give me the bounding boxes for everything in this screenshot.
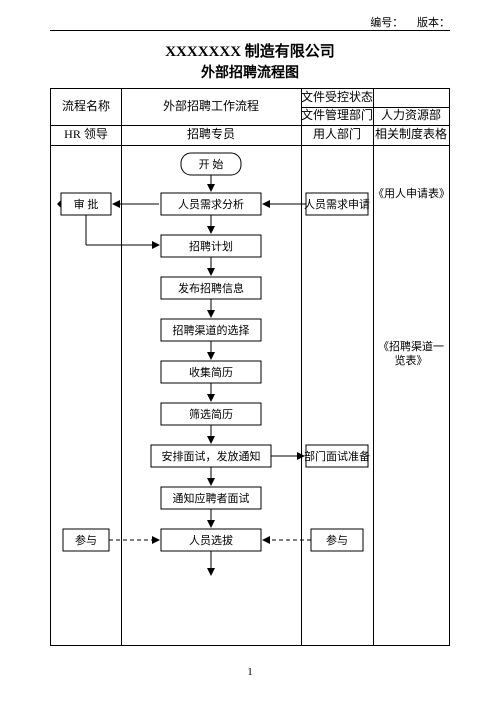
svg-text:参与: 参与 [75,533,97,547]
svg-text:开 始: 开 始 [199,157,224,171]
process-table: 流程名称 外部招聘工作流程 文件受控状态 文件管理部门 人力资源部 HR 领导 … [50,88,450,646]
row2-col1: 招聘专员 [121,125,301,145]
header-rule [50,30,450,31]
svg-text:人员需求分析: 人员需求分析 [178,197,244,211]
svg-text:招聘渠道的选择: 招聘渠道的选择 [173,323,250,337]
svg-text:发布招聘信息: 发布招聘信息 [178,281,244,295]
version-label: 版本： [417,17,450,29]
hdr-col2-top: 文件受控状态 [301,89,373,107]
svg-text:人员选拔: 人员选拔 [189,533,233,547]
flowchart-svg: 开 始 人员需求分析 人员需求申请 审 批 招聘计划 发布招聘信息 招聘渠道的选… [51,145,449,645]
svg-text:部门面试准备: 部门面试准备 [304,449,370,463]
doc-title-2: 外部招聘流程图 [0,62,500,82]
page-number: 1 [0,666,500,678]
hdr-col1: 外部招聘工作流程 [121,89,301,125]
svg-text:收集简历: 收集简历 [189,365,233,379]
row2-col3: 相关制度表格 [373,125,449,145]
hdr-col3: 人力资源部 [373,107,449,125]
svg-text:筛选简历: 筛选简历 [189,407,233,421]
row2-col2: 用人部门 [301,125,373,145]
svg-text:参与: 参与 [326,533,348,547]
code-label: 编号： [370,17,403,29]
doc-title-1: XXXXXXX 制造有限公司 [0,40,500,61]
row2-col0: HR 领导 [51,125,121,145]
hdr-col2-bot: 文件管理部门 [301,107,373,125]
svg-text:人员需求申请: 人员需求申请 [304,198,370,211]
hdr-col0: 流程名称 [51,89,121,125]
svg-text:通知应聘者面试: 通知应聘者面试 [173,491,250,505]
svg-text:招聘计划: 招聘计划 [189,239,233,253]
svg-text:审 批: 审 批 [74,197,99,211]
svg-text:安排面试，发放通知: 安排面试，发放通知 [162,449,261,463]
